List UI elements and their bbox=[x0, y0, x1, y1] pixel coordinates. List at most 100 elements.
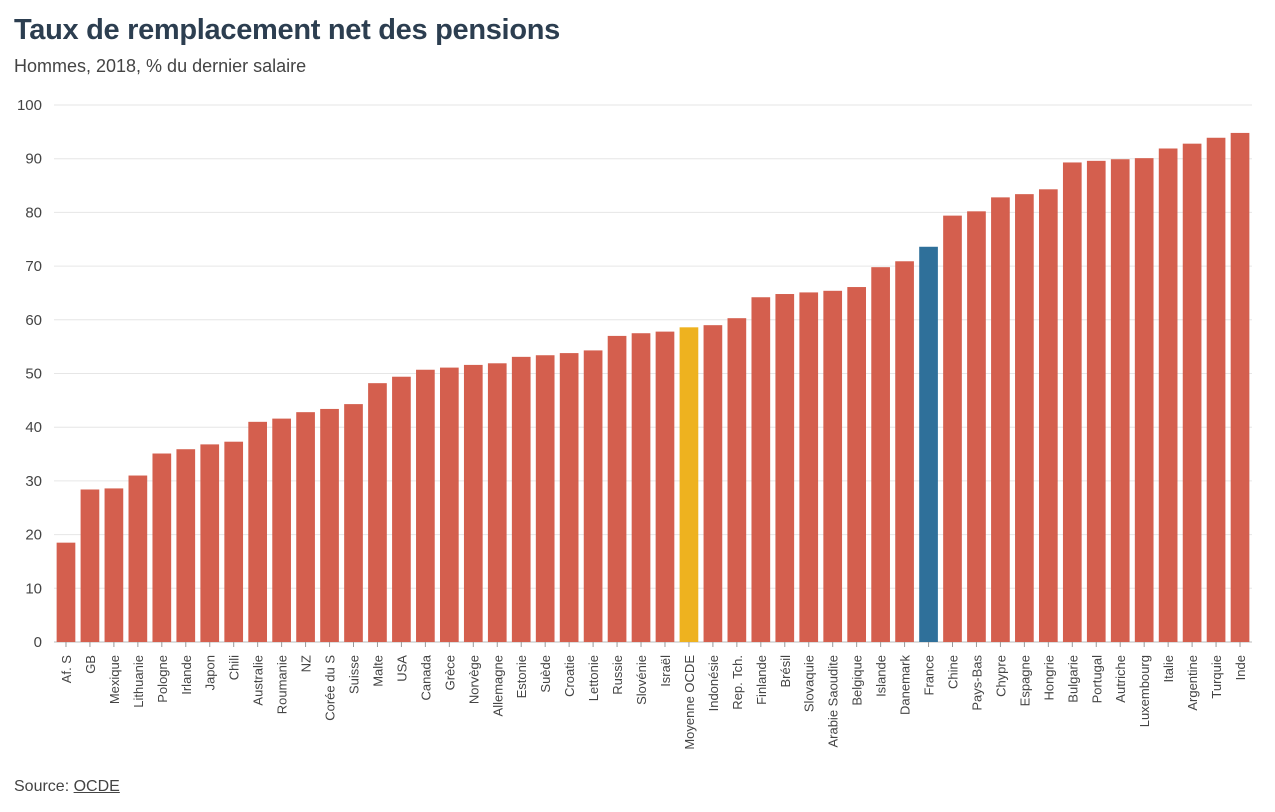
bar: Pays-Bas: 80.2 bbox=[967, 211, 986, 643]
bar: Belgique: 66.1 bbox=[847, 287, 867, 642]
bar: Inde: 94.8 bbox=[1230, 132, 1250, 642]
bar: Hongrie: 84.3 bbox=[1038, 189, 1058, 642]
bar: Rep. Tch.: 60.3 bbox=[727, 318, 747, 642]
source-link[interactable]: OCDE bbox=[73, 778, 120, 795]
bar: Mexique: 28.6 bbox=[104, 488, 124, 642]
y-tick-label: 40 bbox=[25, 419, 42, 436]
x-tick-label: Moyenne OCDE bbox=[682, 655, 697, 750]
x-tick-label: Danemark bbox=[898, 655, 913, 715]
x-tick-label: Slovénie bbox=[634, 655, 649, 705]
x-tick-label: Finlande bbox=[754, 655, 769, 705]
bar: Espagne: 83.4 bbox=[1015, 194, 1034, 642]
bar: Russie: 57 bbox=[607, 335, 627, 642]
y-tick-label: 10 bbox=[25, 580, 42, 597]
bar: GB: 28.4 bbox=[80, 489, 100, 642]
source-label: Source: bbox=[14, 778, 70, 795]
x-tick-label: Lithuanie bbox=[131, 655, 146, 708]
x-tick-label: Portugal bbox=[1089, 655, 1104, 704]
bar: Af. S: 18.5 bbox=[56, 542, 76, 642]
bar: Norvège: 51.6 bbox=[463, 364, 483, 642]
bar: Pologne: 35.1 bbox=[152, 453, 172, 642]
bar: Estonie: 53.1 bbox=[511, 356, 531, 642]
x-tick-label: Allemagne bbox=[490, 655, 505, 716]
bar: Islande: 69.8 bbox=[871, 267, 890, 642]
bar: Allemagne: 51.9 bbox=[487, 363, 507, 642]
bar: Suède: 53.4 bbox=[535, 355, 555, 642]
bar: Luxembourg: 90.1 bbox=[1134, 158, 1154, 642]
x-tick-label: Grèce bbox=[442, 655, 457, 690]
x-tick-label: Australie bbox=[251, 655, 266, 706]
bar: Corée du S: 43.4 bbox=[320, 408, 339, 642]
bar: Malte: 48.2 bbox=[368, 383, 387, 642]
x-tick-label: Brésil bbox=[778, 655, 793, 688]
x-tick-label: Japon bbox=[203, 655, 218, 690]
x-tick-label: Canada bbox=[418, 654, 433, 700]
x-tick-label: Suède bbox=[538, 655, 553, 693]
chart-title: Taux de remplacement net des pensions bbox=[14, 14, 560, 46]
x-tick-label: Chine bbox=[946, 655, 961, 689]
chart-subtitle: Hommes, 2018, % du dernier salaire bbox=[14, 56, 307, 76]
x-tick-label: Corée du S bbox=[323, 655, 338, 721]
bar: Arabie Saoudite: 65.4 bbox=[823, 290, 843, 642]
bar: Croatie: 53.8 bbox=[559, 353, 579, 642]
bar: NZ: 42.8 bbox=[296, 412, 315, 642]
x-tick-label: Pologne bbox=[155, 655, 170, 703]
y-tick-label: 100 bbox=[17, 97, 42, 114]
x-tick-label: Roumanie bbox=[275, 655, 290, 714]
source-note: Source: OCDE bbox=[14, 778, 120, 796]
bar: Lettonie: 54.3 bbox=[583, 350, 603, 642]
x-tick-label: Norvège bbox=[466, 655, 481, 704]
bar: Roumanie: 41.6 bbox=[272, 418, 291, 642]
x-tick-label: Argentine bbox=[1185, 655, 1200, 711]
bar: Argentine: 92.8 bbox=[1182, 143, 1202, 642]
bar: Finlande: 64.2 bbox=[751, 297, 771, 642]
bar: Moyenne OCDE: 58.6 bbox=[679, 327, 699, 642]
x-tick-label: Lettonie bbox=[586, 655, 601, 701]
bar: Lithuanie: 31 bbox=[128, 475, 148, 642]
y-tick-label: 50 bbox=[25, 366, 42, 383]
x-tick-label: France bbox=[922, 655, 937, 695]
bar: Irlande: 35.9 bbox=[176, 449, 196, 642]
x-tick-label: Israël bbox=[658, 655, 673, 687]
y-tick-label: 30 bbox=[25, 473, 42, 490]
x-tick-label: Suisse bbox=[347, 655, 362, 694]
x-tick-label: Indonésie bbox=[706, 655, 721, 711]
x-tick-label: Chypre bbox=[993, 655, 1008, 697]
x-tick-label: Hongrie bbox=[1041, 655, 1056, 701]
x-tick-label: GB bbox=[83, 655, 98, 674]
x-tick-label: Luxembourg bbox=[1137, 655, 1152, 727]
bar: Suisse: 44.3 bbox=[344, 404, 363, 642]
x-tick-label: Mexique bbox=[107, 655, 122, 704]
bar: Danemark: 70.9 bbox=[895, 261, 914, 642]
x-tick-label: Irlande bbox=[179, 655, 194, 695]
bar: France: 73.6 bbox=[919, 246, 938, 642]
bar: Slovaquie: 65.1 bbox=[799, 292, 819, 642]
x-tick-label: Arabie Saoudite bbox=[826, 655, 841, 748]
bar: Slovénie: 57.5 bbox=[631, 333, 651, 642]
bar: Turquie: 93.9 bbox=[1206, 137, 1226, 642]
x-tick-label: Pays-Bas bbox=[969, 655, 984, 711]
x-tick-label: Bulgarie bbox=[1065, 655, 1080, 703]
bar: Canada: 50.7 bbox=[416, 369, 435, 642]
y-tick-label: 80 bbox=[25, 204, 42, 221]
bar: Chili: 37.3 bbox=[224, 441, 244, 642]
x-tick-label: Belgique bbox=[850, 655, 865, 706]
bar: Chine: 79.4 bbox=[943, 215, 962, 642]
x-tick-label: Croatie bbox=[562, 655, 577, 697]
x-tick-label: Rep. Tch. bbox=[730, 655, 745, 710]
x-tick-label: Chili bbox=[227, 655, 242, 680]
bar: Italie: 91.9 bbox=[1158, 148, 1178, 642]
y-tick-label: 70 bbox=[25, 258, 42, 275]
x-tick-label: Malte bbox=[370, 655, 385, 687]
bar: Japon: 36.8 bbox=[200, 444, 220, 642]
x-tick-label: USA bbox=[394, 655, 409, 682]
bar: Israël: 57.8 bbox=[655, 331, 675, 642]
x-tick-label: Slovaquie bbox=[802, 655, 817, 712]
bar: Brésil: 64.8 bbox=[775, 294, 795, 642]
x-tick-label: Inde bbox=[1233, 655, 1248, 680]
y-tick-label: 90 bbox=[25, 151, 42, 168]
x-tick-label: Af. S bbox=[59, 655, 74, 684]
bar: Portugal: 89.6 bbox=[1086, 160, 1106, 642]
y-tick-label: 0 bbox=[34, 634, 42, 651]
